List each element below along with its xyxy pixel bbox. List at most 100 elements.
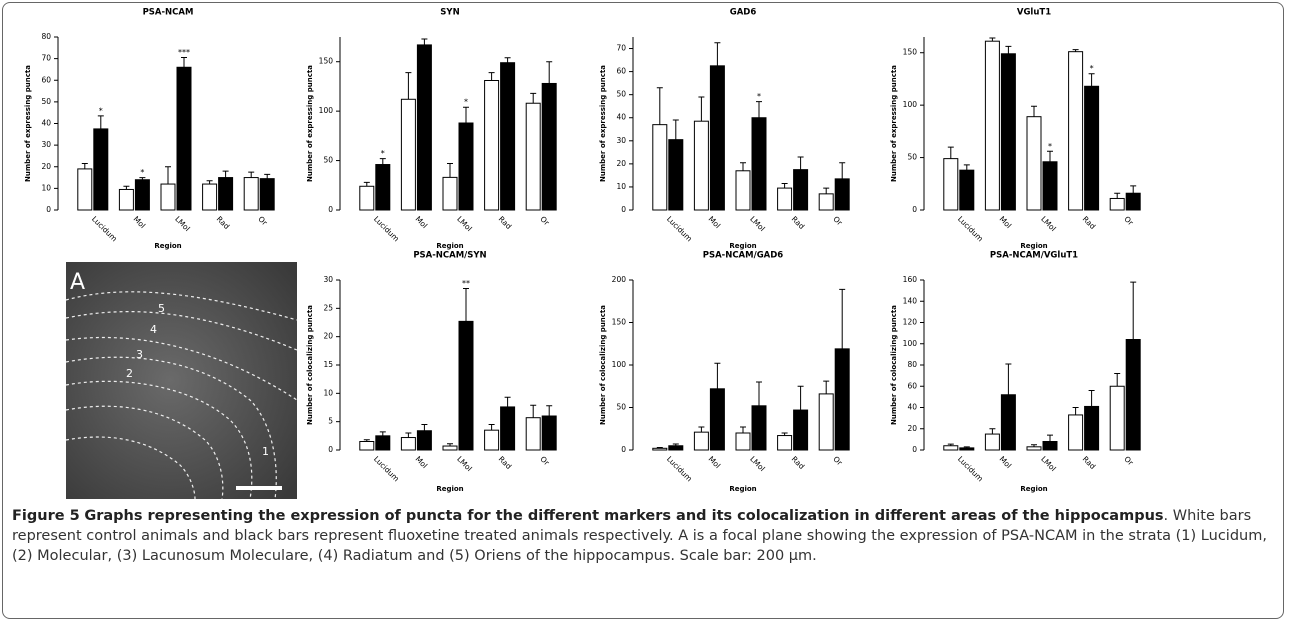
y-tick-label: 150 <box>319 57 334 66</box>
y-tick-label: 10 <box>41 183 51 192</box>
bar <box>94 129 108 210</box>
bar <box>1126 340 1140 451</box>
y-tick-label: 5 <box>328 417 333 426</box>
bar <box>835 179 849 210</box>
significance-label: * <box>140 168 144 177</box>
significance-label: * <box>757 92 761 101</box>
error-bar <box>798 386 804 410</box>
bar <box>1001 395 1015 450</box>
y-tick-label: 100 <box>903 100 918 109</box>
error-bar <box>264 174 270 178</box>
error-bar <box>1130 282 1136 339</box>
y-tick-label: 60 <box>907 381 917 390</box>
y-axis-label: Number of colocalizing puncta <box>599 305 607 425</box>
x-tick-label: Or <box>1122 214 1135 227</box>
bar <box>1027 117 1041 210</box>
error-bar <box>714 43 720 66</box>
error-bar <box>798 157 804 170</box>
x-tick-label: Rad <box>497 454 514 471</box>
caption-title: Graphs representing the expression of pu… <box>84 508 1163 524</box>
bar <box>794 410 808 450</box>
error-bar <box>714 363 720 389</box>
bar <box>542 416 556 450</box>
micrograph <box>66 262 297 499</box>
chart-title: PSA-NCAM/GAD6 <box>703 251 784 261</box>
bar <box>669 140 683 210</box>
bar <box>135 180 149 210</box>
error-bar <box>698 97 704 121</box>
y-tick-label: 20 <box>907 424 917 433</box>
layer-label: 2 <box>126 367 133 380</box>
bar <box>694 432 708 450</box>
bar <box>177 67 191 210</box>
x-tick-label: Mol <box>998 214 1014 230</box>
x-tick-label: Rad <box>1081 214 1098 231</box>
y-tick-label: 10 <box>323 388 333 397</box>
bar <box>1027 447 1041 450</box>
error-bar <box>964 165 970 170</box>
x-tick-label: Or <box>256 214 269 227</box>
x-tick-label: Or <box>831 214 844 227</box>
bar <box>736 171 750 210</box>
y-tick-label: 50 <box>907 153 917 162</box>
bar <box>401 99 415 210</box>
x-tick-label: Rad <box>790 454 807 471</box>
bar <box>376 436 390 450</box>
error-bar <box>98 116 104 129</box>
y-axis-label: Number of expressing puncta <box>24 65 32 182</box>
bar <box>710 389 724 450</box>
bar <box>244 178 258 210</box>
error-bar <box>505 397 511 407</box>
layer-label: 3 <box>136 348 143 361</box>
y-tick-label: 0 <box>46 205 51 214</box>
x-tick-label: Mol <box>414 214 430 230</box>
error-bar <box>657 88 663 125</box>
figure-label: Figure 5 <box>12 508 80 524</box>
x-tick-label: Lucidum <box>956 454 985 483</box>
y-tick-label: 20 <box>616 159 626 168</box>
x-tick-label: LMol <box>455 454 474 473</box>
bar <box>710 66 724 210</box>
error-bar <box>1005 46 1011 53</box>
y-tick-label: 80 <box>41 32 51 41</box>
page: {"chart_data": [ {"type": "bar", "title"… <box>0 0 1290 623</box>
y-tick-label: 20 <box>41 162 51 171</box>
error-bar <box>1005 364 1011 395</box>
bar <box>526 103 540 210</box>
x-tick-label: LMol <box>1039 214 1058 233</box>
error-bar <box>823 381 829 394</box>
bar <box>694 121 708 210</box>
chart: SYNNumber of expressing punctaRegion**Lu… <box>306 8 556 251</box>
y-tick-label: 60 <box>41 75 51 84</box>
bar <box>752 406 766 450</box>
y-tick-label: 0 <box>328 445 333 454</box>
y-tick-label: 10 <box>616 182 626 191</box>
y-axis-label: Number of colocalizing puncta <box>306 305 314 425</box>
error-bar <box>364 182 370 186</box>
y-tick-label: 80 <box>907 360 917 369</box>
y-tick-label: 100 <box>903 339 918 348</box>
x-tick-label: LMol <box>173 214 192 233</box>
bar <box>653 448 667 450</box>
bar <box>459 123 473 210</box>
bar <box>669 446 683 450</box>
error-bar <box>740 163 746 171</box>
y-axis-label: Number of expressing puncta <box>306 65 314 182</box>
y-axis-label: Number of expressing puncta <box>890 65 898 182</box>
bar <box>161 184 175 210</box>
x-tick-label: Rad <box>790 214 807 231</box>
y-tick-label: 150 <box>612 318 627 327</box>
bar <box>835 349 849 450</box>
bar <box>1110 386 1124 450</box>
error-bar <box>698 427 704 432</box>
error-bar <box>823 188 829 194</box>
error-bar <box>1089 391 1095 407</box>
y-tick-label: 0 <box>912 205 917 214</box>
bar <box>443 446 457 450</box>
bar <box>1001 54 1015 210</box>
y-tick-label: 100 <box>612 360 627 369</box>
bar <box>501 407 515 450</box>
y-axis-label: Number of colocalizing puncta <box>890 305 898 425</box>
significance-label: ** <box>462 279 470 288</box>
error-bar <box>1047 151 1053 161</box>
